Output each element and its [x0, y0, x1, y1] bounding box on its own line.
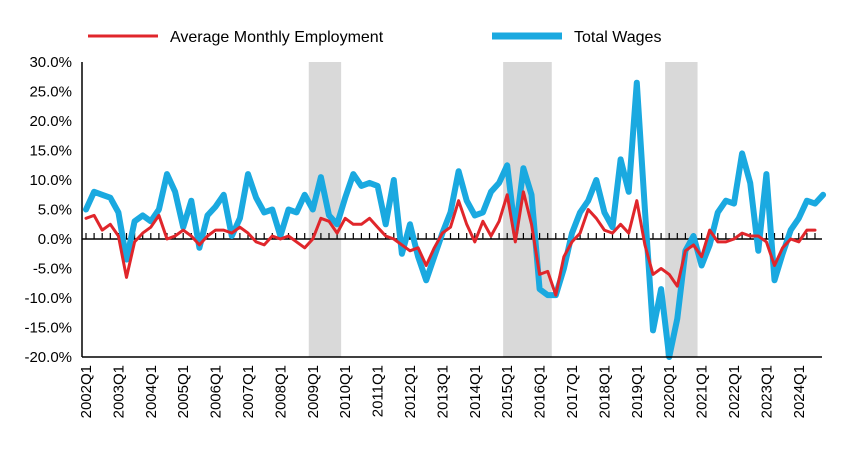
x-tick-label: 2023Q1: [758, 365, 775, 418]
x-tick-label: 2013Q1: [434, 365, 451, 418]
legend-label-employment: Average Monthly Employment: [170, 29, 384, 46]
x-tick-label: 2014Q1: [467, 365, 484, 418]
axes: [81, 62, 822, 358]
x-tick-label: 2003Q1: [110, 365, 127, 418]
x-tick-label: 2005Q1: [175, 365, 192, 418]
x-tick-label: 2020Q1: [661, 365, 678, 418]
x-tick-label: 2018Q1: [596, 365, 613, 418]
y-tick-label: 0.0%: [38, 231, 72, 248]
shaded-period-3: [665, 62, 698, 357]
x-tick-label: 2008Q1: [272, 365, 289, 418]
x-tick-label: 2022Q1: [726, 365, 743, 418]
x-axis-tick-labels: 2002Q1 2003Q1 2004Q1 2005Q1 2006Q1 2007Q1 2008…: [78, 365, 808, 418]
x-tick-label: 2019Q1: [629, 365, 646, 418]
y-tick-label: 30.0%: [29, 54, 72, 71]
y-tick-label: -10.0%: [24, 290, 72, 307]
legend: Average Monthly Employment Total Wages: [88, 29, 661, 46]
x-tick-label: 2015Q1: [499, 365, 516, 418]
x-tick-label: 2006Q1: [208, 365, 225, 418]
y-tick-label: 10.0%: [29, 172, 72, 189]
legend-label-wages: Total Wages: [574, 29, 661, 46]
x-tick-label: 2012Q1: [402, 365, 419, 418]
x-tick-label: 2002Q1: [78, 365, 95, 418]
x-tick-label: 2016Q1: [532, 365, 549, 418]
y-tick-label: 5.0%: [38, 202, 72, 219]
x-tick-label: 2021Q1: [694, 365, 711, 418]
y-tick-label: 15.0%: [29, 143, 72, 160]
x-tick-label: 2009Q1: [305, 365, 322, 418]
x-tick-label: 2010Q1: [337, 365, 354, 418]
x-tick-label: 2004Q1: [143, 365, 160, 418]
series-lines: [83, 79, 827, 360]
y-axis-tick-labels: 30.0% 25.0% 20.0% 15.0% 10.0% 5.0% 0.0% -5.0% -1…: [24, 54, 72, 366]
x-tick-label: 2017Q1: [564, 365, 581, 418]
y-tick-label: -20.0%: [24, 349, 72, 366]
series-line-total-wages: [83, 79, 827, 360]
y-tick-label: -5.0%: [33, 261, 72, 278]
y-tick-label: -15.0%: [24, 320, 72, 337]
y-tick-label: 25.0%: [29, 84, 72, 101]
series-line-average-monthly-employment: [84, 190, 817, 297]
x-tick-label: 2024Q1: [791, 365, 808, 418]
x-tick-label: 2007Q1: [240, 365, 257, 418]
y-tick-label: 20.0%: [29, 113, 72, 130]
x-tick-label: 2011Q1: [370, 365, 387, 417]
